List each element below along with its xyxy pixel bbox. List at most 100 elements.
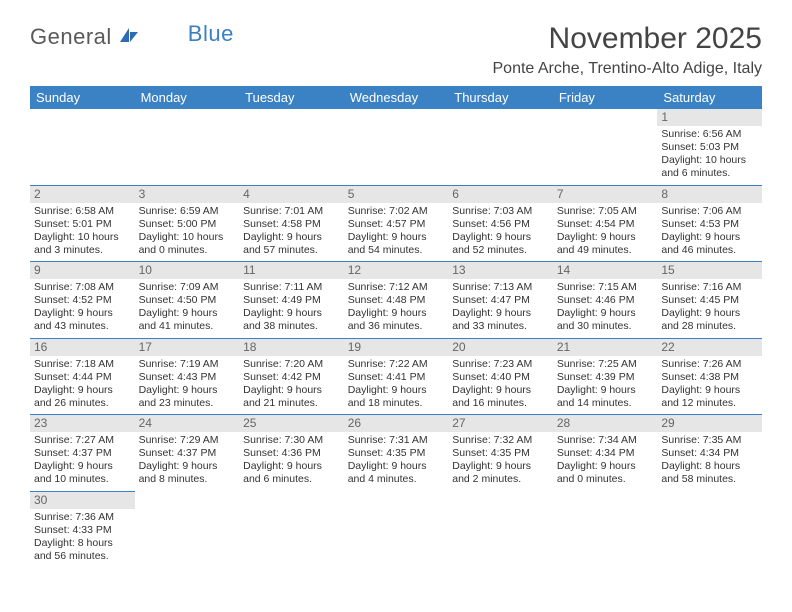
day-number: 6: [448, 186, 553, 203]
day-number: 26: [344, 415, 449, 432]
daylight-text-2: and 43 minutes.: [34, 320, 131, 333]
day-number: 20: [448, 339, 553, 356]
calendar-cell: [448, 491, 553, 567]
sunset-text: Sunset: 4:35 PM: [348, 447, 445, 460]
day-header: Saturday: [657, 86, 762, 109]
day-details: Sunrise: 7:15 AMSunset: 4:46 PMDaylight:…: [557, 281, 654, 334]
daylight-text-2: and 56 minutes.: [34, 550, 131, 563]
day-number: 30: [30, 492, 135, 509]
day-details: Sunrise: 7:26 AMSunset: 4:38 PMDaylight:…: [661, 358, 758, 411]
daylight-text-2: and 58 minutes.: [661, 473, 758, 486]
sunset-text: Sunset: 4:38 PM: [661, 371, 758, 384]
sunrise-text: Sunrise: 7:06 AM: [661, 205, 758, 218]
day-details: Sunrise: 7:34 AMSunset: 4:34 PMDaylight:…: [557, 434, 654, 487]
calendar-table: SundayMondayTuesdayWednesdayThursdayFrid…: [30, 86, 762, 567]
calendar-cell: [344, 109, 449, 185]
daylight-text-1: Daylight: 9 hours: [661, 231, 758, 244]
sunrise-text: Sunrise: 7:36 AM: [34, 511, 131, 524]
day-number: 15: [657, 262, 762, 279]
sunrise-text: Sunrise: 7:11 AM: [243, 281, 340, 294]
sunset-text: Sunset: 4:42 PM: [243, 371, 340, 384]
sunrise-text: Sunrise: 6:56 AM: [661, 128, 758, 141]
calendar-cell: 11Sunrise: 7:11 AMSunset: 4:49 PMDayligh…: [239, 262, 344, 339]
daylight-text-2: and 18 minutes.: [348, 397, 445, 410]
sunrise-text: Sunrise: 7:27 AM: [34, 434, 131, 447]
day-number: 7: [553, 186, 658, 203]
sunrise-text: Sunrise: 7:30 AM: [243, 434, 340, 447]
daylight-text-2: and 12 minutes.: [661, 397, 758, 410]
sunrise-text: Sunrise: 7:35 AM: [661, 434, 758, 447]
day-header: Sunday: [30, 86, 135, 109]
sunset-text: Sunset: 4:48 PM: [348, 294, 445, 307]
sunset-text: Sunset: 4:37 PM: [139, 447, 236, 460]
daylight-text-1: Daylight: 8 hours: [34, 537, 131, 550]
sunset-text: Sunset: 4:50 PM: [139, 294, 236, 307]
sunset-text: Sunset: 4:39 PM: [557, 371, 654, 384]
day-details: Sunrise: 7:25 AMSunset: 4:39 PMDaylight:…: [557, 358, 654, 411]
day-details: Sunrise: 7:31 AMSunset: 4:35 PMDaylight:…: [348, 434, 445, 487]
sunset-text: Sunset: 4:53 PM: [661, 218, 758, 231]
sunrise-text: Sunrise: 7:20 AM: [243, 358, 340, 371]
daylight-text-1: Daylight: 9 hours: [661, 384, 758, 397]
sunset-text: Sunset: 4:43 PM: [139, 371, 236, 384]
daylight-text-2: and 23 minutes.: [139, 397, 236, 410]
calendar-cell: 28 Sunrise: 7:34 AMSunset: 4:34 PMDayligh…: [553, 415, 658, 492]
title-block: November 2025 Ponte Arche, Trentino-Alto…: [493, 22, 763, 78]
location-text: Ponte Arche, Trentino-Alto Adige, Italy: [493, 60, 763, 78]
calendar-cell: 25Sunrise: 7:30 AMSunset: 4:36 PMDayligh…: [239, 415, 344, 492]
sunset-text: Sunset: 4:44 PM: [34, 371, 131, 384]
calendar-cell: [553, 109, 658, 185]
sunrise-text: Sunrise: 6:59 AM: [139, 205, 236, 218]
day-details: Sunrise: 7:23 AMSunset: 4:40 PMDaylight:…: [452, 358, 549, 411]
day-number: 28: [553, 415, 658, 432]
day-number: 10: [135, 262, 240, 279]
sunset-text: Sunset: 4:41 PM: [348, 371, 445, 384]
daylight-text-2: and 36 minutes.: [348, 320, 445, 333]
sunrise-text: Sunrise: 7:12 AM: [348, 281, 445, 294]
sunrise-text: Sunrise: 6:58 AM: [34, 205, 131, 218]
sunrise-text: Sunrise: 7:15 AM: [557, 281, 654, 294]
daylight-text-2: and 3 minutes.: [34, 244, 131, 257]
sunset-text: Sunset: 4:35 PM: [452, 447, 549, 460]
day-header: Tuesday: [239, 86, 344, 109]
sunset-text: Sunset: 4:54 PM: [557, 218, 654, 231]
sunset-text: Sunset: 4:56 PM: [452, 218, 549, 231]
daylight-text-2: and 49 minutes.: [557, 244, 654, 257]
calendar-cell: 27Sunrise: 7:32 AMSunset: 4:35 PMDayligh…: [448, 415, 553, 492]
daylight-text-1: Daylight: 9 hours: [348, 231, 445, 244]
day-number: 9: [30, 262, 135, 279]
daylight-text-2: and 38 minutes.: [243, 320, 340, 333]
daylight-text-1: Daylight: 9 hours: [348, 460, 445, 473]
sunrise-text: Sunrise: 7:08 AM: [34, 281, 131, 294]
calendar-cell: [344, 491, 449, 567]
sunset-text: Sunset: 4:37 PM: [34, 447, 131, 460]
day-number: 22: [657, 339, 762, 356]
sunset-text: Sunset: 5:00 PM: [139, 218, 236, 231]
day-details: Sunrise: 7:05 AMSunset: 4:54 PMDaylight:…: [557, 205, 654, 258]
day-header: Wednesday: [344, 86, 449, 109]
sunrise-text: Sunrise: 7:29 AM: [139, 434, 236, 447]
day-details: Sunrise: 6:59 AMSunset: 5:00 PMDaylight:…: [139, 205, 236, 258]
calendar-cell: 21Sunrise: 7:25 AMSunset: 4:39 PMDayligh…: [553, 338, 658, 415]
calendar-cell: 13Sunrise: 7:13 AMSunset: 4:47 PMDayligh…: [448, 262, 553, 339]
day-number: 12: [344, 262, 449, 279]
calendar-cell: [657, 491, 762, 567]
calendar-cell: 29Sunrise: 7:35 AMSunset: 4:34 PMDayligh…: [657, 415, 762, 492]
day-details: Sunrise: 7:02 AMSunset: 4:57 PMDaylight:…: [348, 205, 445, 258]
calendar-cell: 8Sunrise: 7:06 AMSunset: 4:53 PMDaylight…: [657, 185, 762, 262]
daylight-text-1: Daylight: 9 hours: [243, 460, 340, 473]
calendar-cell: 30 Sunrise: 7:36 AMSunset: 4:33 PMDayligh…: [30, 491, 135, 567]
sunrise-text: Sunrise: 7:18 AM: [34, 358, 131, 371]
sunrise-text: Sunrise: 7:01 AM: [243, 205, 340, 218]
daylight-text-1: Daylight: 9 hours: [139, 384, 236, 397]
calendar-cell: 17Sunrise: 7:19 AMSunset: 4:43 PMDayligh…: [135, 338, 240, 415]
daylight-text-1: Daylight: 9 hours: [34, 460, 131, 473]
sunset-text: Sunset: 4:45 PM: [661, 294, 758, 307]
day-number: 17: [135, 339, 240, 356]
day-details: Sunrise: 7:12 AMSunset: 4:48 PMDaylight:…: [348, 281, 445, 334]
daylight-text-2: and 14 minutes.: [557, 397, 654, 410]
day-header: Monday: [135, 86, 240, 109]
day-details: Sunrise: 7:36 AMSunset: 4:33 PMDaylight:…: [34, 511, 131, 564]
daylight-text-2: and 30 minutes.: [557, 320, 654, 333]
daylight-text-1: Daylight: 9 hours: [243, 231, 340, 244]
